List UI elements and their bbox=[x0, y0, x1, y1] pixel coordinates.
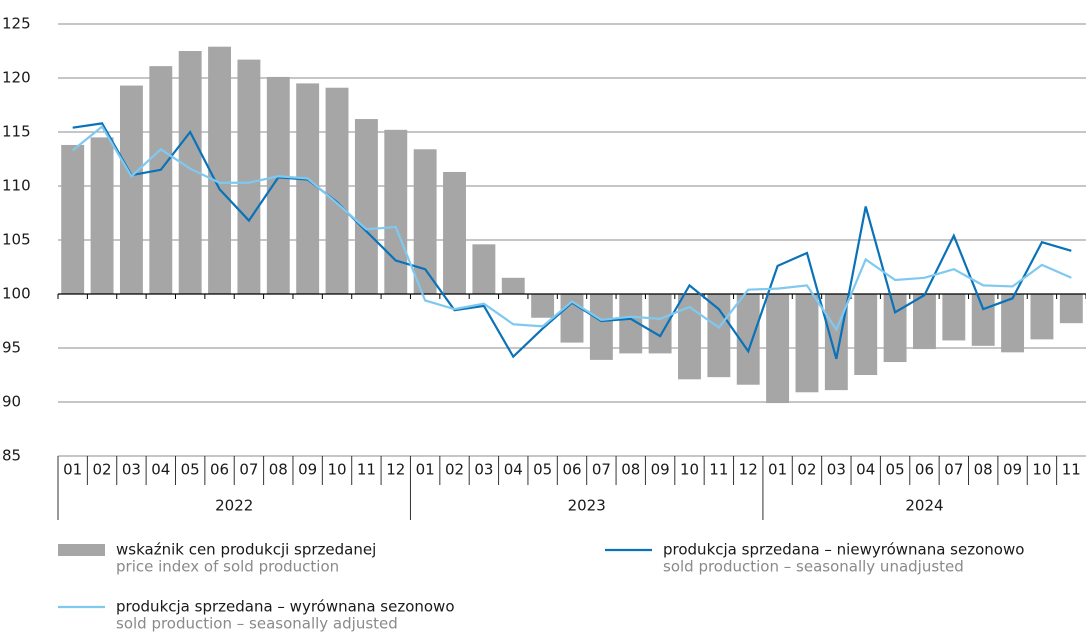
y-tick-label: 120 bbox=[2, 69, 31, 87]
x-tick-label: 10 bbox=[327, 461, 346, 479]
y-tick-label: 110 bbox=[2, 177, 31, 195]
bar bbox=[384, 129, 408, 294]
year-label: 2024 bbox=[905, 497, 943, 515]
bar bbox=[354, 119, 378, 294]
bar bbox=[707, 294, 731, 378]
x-tick-label: 07 bbox=[239, 461, 258, 479]
bar bbox=[795, 294, 819, 393]
bar bbox=[61, 144, 85, 294]
bar bbox=[501, 277, 525, 294]
x-tick-label: 12 bbox=[739, 461, 758, 479]
x-tick-label: 02 bbox=[445, 461, 464, 479]
bar bbox=[766, 294, 790, 404]
legend-swatch bbox=[58, 544, 105, 556]
x-tick-label: 06 bbox=[562, 461, 581, 479]
x-tick-label: 09 bbox=[298, 461, 317, 479]
x-tick-label: 09 bbox=[651, 461, 670, 479]
x-tick-label: 01 bbox=[63, 461, 82, 479]
x-tick-label: 08 bbox=[269, 461, 288, 479]
bar bbox=[90, 137, 114, 294]
x-tick-label: 07 bbox=[592, 461, 611, 479]
bar bbox=[119, 85, 143, 294]
y-tick-label: 125 bbox=[2, 15, 31, 33]
x-tick-label: 10 bbox=[1032, 461, 1051, 479]
bar bbox=[296, 83, 320, 295]
x-tick-label: 12 bbox=[386, 461, 405, 479]
x-tick-label: 05 bbox=[533, 461, 552, 479]
bar bbox=[883, 294, 907, 363]
bar bbox=[266, 76, 290, 294]
bar bbox=[325, 87, 349, 294]
year-label: 2022 bbox=[215, 497, 253, 515]
x-tick-label: 11 bbox=[709, 461, 728, 479]
x-tick-label: 04 bbox=[504, 461, 523, 479]
x-tick-label: 06 bbox=[210, 461, 229, 479]
bar bbox=[589, 294, 613, 360]
bar bbox=[913, 294, 936, 350]
y-tick-label: 100 bbox=[2, 285, 31, 303]
bar bbox=[531, 294, 555, 318]
bar bbox=[854, 294, 878, 375]
bar bbox=[208, 46, 231, 295]
bar bbox=[971, 294, 995, 346]
x-tick-label: 03 bbox=[122, 461, 141, 479]
x-tick-label: 09 bbox=[1003, 461, 1022, 479]
legend-label: produkcja sprzedana – niewyrównana sezon… bbox=[663, 541, 1024, 559]
bar bbox=[648, 294, 672, 354]
x-tick-label: 01 bbox=[768, 461, 787, 479]
legend-label-en: sold production – seasonally unadjusted bbox=[663, 558, 964, 576]
x-tick-label: 03 bbox=[474, 461, 493, 479]
bar bbox=[413, 149, 437, 294]
bar bbox=[942, 294, 966, 341]
legend-label-en: sold production – seasonally adjusted bbox=[116, 615, 398, 632]
x-tick-label: 02 bbox=[797, 461, 816, 479]
legend-label: produkcja sprzedana – wyrównana sezonowo bbox=[116, 598, 455, 616]
bar bbox=[1001, 294, 1025, 353]
bar bbox=[736, 294, 760, 385]
x-tick-label: 10 bbox=[680, 461, 699, 479]
x-tick-label: 02 bbox=[93, 461, 112, 479]
y-tick-label: 90 bbox=[2, 393, 21, 411]
bar bbox=[178, 51, 202, 294]
x-tick-label: 08 bbox=[974, 461, 993, 479]
y-tick-label: 95 bbox=[2, 339, 21, 357]
bar bbox=[678, 294, 701, 380]
x-tick-label: 04 bbox=[151, 461, 170, 479]
legend-label-en: price index of sold production bbox=[116, 558, 339, 576]
bar bbox=[1059, 294, 1083, 324]
line bbox=[71, 124, 1072, 332]
x-tick-label: 11 bbox=[357, 461, 376, 479]
x-tick-label: 06 bbox=[915, 461, 934, 479]
bar bbox=[237, 59, 261, 294]
bar bbox=[619, 294, 643, 354]
bar bbox=[443, 171, 466, 294]
y-tick-label: 85 bbox=[2, 447, 21, 465]
y-tick-label: 115 bbox=[2, 123, 31, 141]
x-tick-label: 01 bbox=[416, 461, 435, 479]
x-tick-label: 08 bbox=[621, 461, 640, 479]
bar bbox=[149, 66, 173, 295]
x-tick-label: 07 bbox=[944, 461, 963, 479]
legend-label: wskaźnik cen produkcji sprzedanej bbox=[116, 541, 376, 559]
bar bbox=[472, 244, 496, 294]
bar bbox=[1030, 294, 1054, 340]
x-tick-label: 05 bbox=[886, 461, 905, 479]
x-tick-label: 05 bbox=[181, 461, 200, 479]
y-tick-label: 105 bbox=[2, 231, 31, 249]
x-tick-label: 11 bbox=[1062, 461, 1081, 479]
year-label: 2023 bbox=[568, 497, 606, 515]
x-tick-label: 04 bbox=[856, 461, 875, 479]
x-tick-label: 03 bbox=[827, 461, 846, 479]
